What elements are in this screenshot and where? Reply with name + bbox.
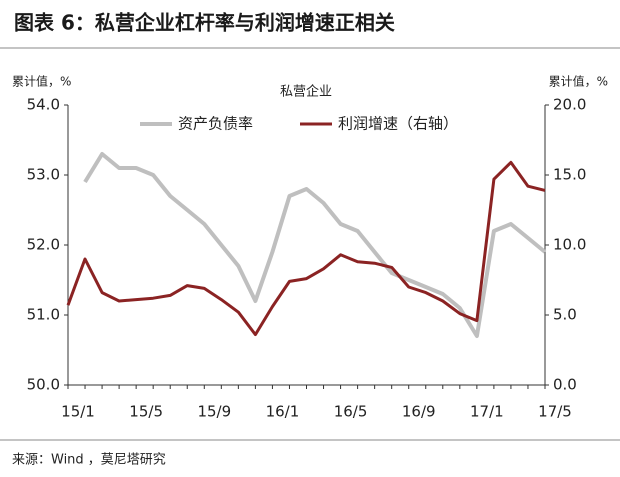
x-tick-label: 16/1 [266,403,300,421]
y2-tick-label: 15.0 [553,166,586,184]
x-tick-label: 15/5 [129,403,163,421]
legend-label: 资产负债率 [178,115,253,133]
y-tick-label: 54.0 [27,96,60,114]
x-tick-label: 15/9 [197,403,231,421]
source: 来源：Wind ，莫尼塔研究 [12,453,166,468]
y2-axis-label: 累计值，% [549,74,608,89]
series-line [83,152,547,338]
series-line [66,160,546,337]
x-tick-label: 17/1 [470,403,504,421]
y-tick-label: 52.0 [27,236,60,254]
y-tick-label: 51.0 [27,306,60,324]
y2-tick-label: 20.0 [553,96,586,114]
y2-tick-label: 0.0 [553,376,577,394]
x-tick-label: 17/5 [538,403,572,421]
x-tick-label: 16/5 [334,403,368,421]
page-header: 图表 6：私营企业杠杆率与利润增速正相关 [14,11,395,35]
y-tick-label: 53.0 [27,166,60,184]
y2-tick-label: 5.0 [553,306,577,324]
x-tick-label: 15/1 [61,403,95,421]
y-tick-label: 50.0 [27,376,60,394]
legend-label: 利润增速（右轴） [338,115,458,133]
chart-title: 私营企业 [280,84,332,100]
y-axis-label: 累计值，% [12,74,71,89]
y2-tick-label: 10.0 [553,236,586,254]
x-tick-label: 16/9 [402,403,436,421]
